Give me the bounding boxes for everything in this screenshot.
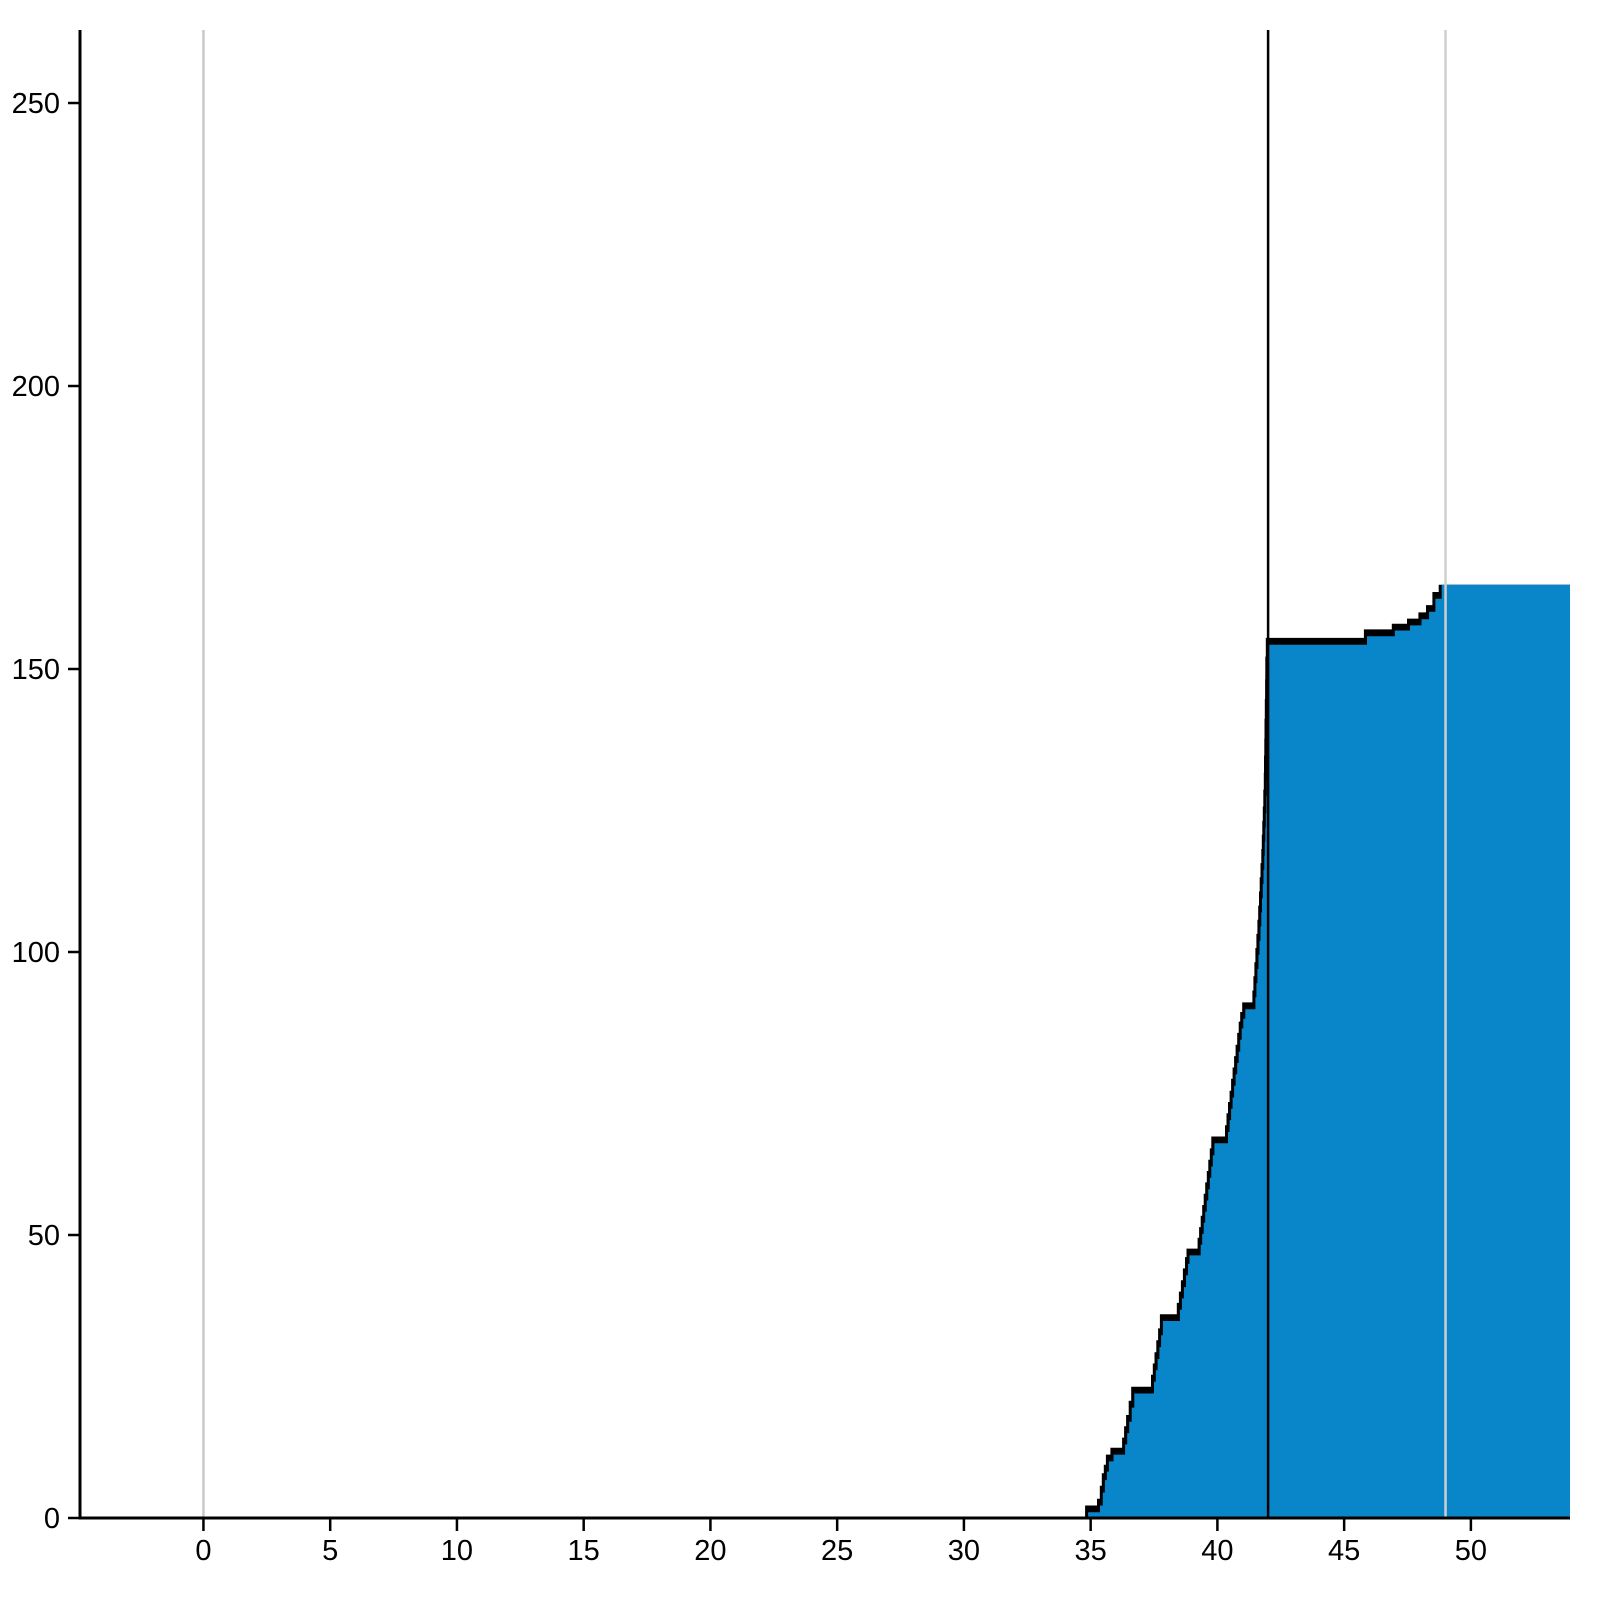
x-tick-label: 45 bbox=[1328, 1535, 1360, 1567]
x-tick-label: 25 bbox=[821, 1535, 853, 1567]
y-tick-label: 100 bbox=[12, 937, 60, 969]
x-tick-label: 30 bbox=[948, 1535, 980, 1567]
x-tick-label: 0 bbox=[195, 1535, 211, 1567]
x-tick-label: 5 bbox=[322, 1535, 338, 1567]
y-tick-label: 250 bbox=[12, 88, 60, 120]
y-tick-label: 0 bbox=[44, 1503, 60, 1535]
y-tick-label: 150 bbox=[12, 654, 60, 686]
x-tick-label: 15 bbox=[568, 1535, 600, 1567]
x-tick-label: 50 bbox=[1455, 1535, 1487, 1567]
blue-step-area bbox=[1088, 584, 1570, 1518]
y-tick-label: 50 bbox=[28, 1220, 60, 1252]
y-tick-label: 200 bbox=[12, 371, 60, 403]
x-tick-label: 40 bbox=[1201, 1535, 1233, 1567]
x-tick-label: 10 bbox=[441, 1535, 473, 1567]
x-tick-label: 20 bbox=[694, 1535, 726, 1567]
x-tick-label: 35 bbox=[1075, 1535, 1107, 1567]
